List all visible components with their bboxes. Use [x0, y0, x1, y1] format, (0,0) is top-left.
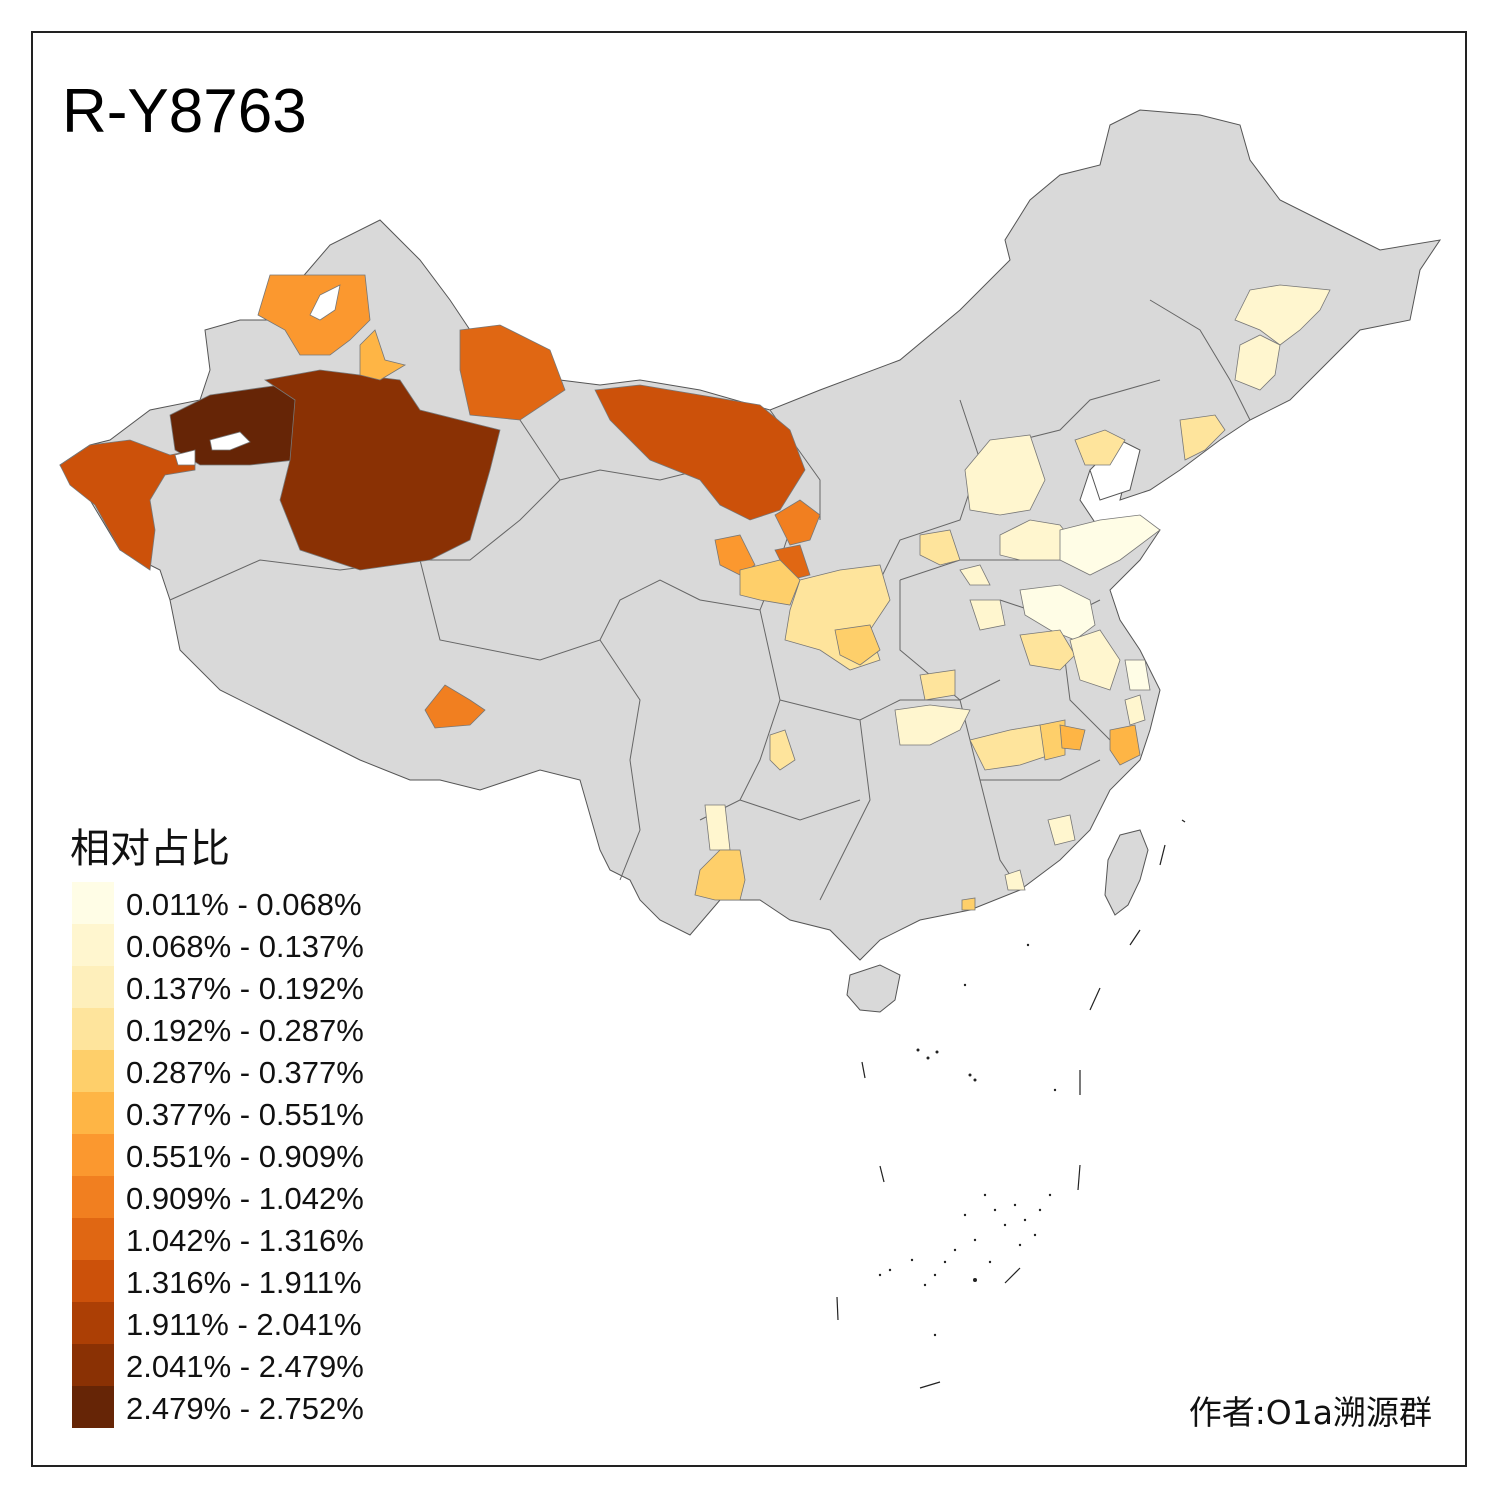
legend-swatch [72, 1134, 114, 1176]
author-credit: 作者:O1a溯源群 [1188, 1393, 1432, 1432]
legend-label: 0.068% - 0.137% [126, 929, 364, 964]
legend-swatch [72, 1050, 114, 1092]
region-shaanxi-s [834, 624, 881, 666]
region-jilin [1234, 284, 1331, 346]
region-guangdong [1004, 869, 1026, 891]
legend-swatch [72, 1386, 114, 1428]
region-jiangxi-2 [1039, 719, 1066, 761]
region-zhejiang-n [1124, 694, 1146, 726]
legend-swatch [72, 924, 114, 966]
legend-swatch [72, 1008, 114, 1050]
legend-label: 1.042% - 1.316% [126, 1223, 364, 1258]
region-liaoning [1179, 414, 1226, 461]
region-jilin-2 [1234, 334, 1281, 391]
south-china-sea [836, 819, 1186, 1389]
legend-swatch [72, 1218, 114, 1260]
region-fujian [1047, 814, 1076, 846]
region-hami [459, 324, 566, 421]
lake-issyk [209, 431, 251, 451]
region-shanxi [964, 434, 1046, 516]
legend-swatch [72, 1092, 114, 1134]
legend-label: 0.551% - 0.909% [126, 1139, 364, 1174]
china-base-map [59, 109, 1442, 1013]
hainan-outline [846, 964, 901, 1013]
legend-label: 1.911% - 2.041% [126, 1307, 362, 1342]
region-zhejiang-w [1059, 724, 1086, 751]
region-guangdong-s [961, 897, 976, 911]
legend-label: 2.479% - 2.752% [126, 1391, 364, 1426]
lake-small [174, 449, 196, 466]
region-shandong [1059, 514, 1161, 576]
region-jiangsu [1019, 584, 1096, 641]
lake-balkhash [309, 284, 341, 321]
legend-label: 0.137% - 0.192% [126, 971, 364, 1006]
legend-label: 0.287% - 0.377% [126, 1055, 364, 1090]
legend-label: 0.011% - 0.068% [126, 887, 362, 922]
legend-swatch [72, 966, 114, 1008]
region-tianjin [1074, 429, 1126, 466]
region-chongqing [769, 729, 796, 771]
region-ningxia [774, 499, 821, 546]
legend-label: 0.909% - 1.042% [126, 1181, 364, 1216]
map-title: R-Y8763 [62, 77, 307, 146]
legend-label: 1.316% - 1.911% [126, 1265, 362, 1300]
region-hubei [894, 704, 971, 746]
legend-label: 0.377% - 0.551% [126, 1097, 364, 1132]
region-anhui-3 [1069, 629, 1121, 691]
lakes [174, 284, 341, 466]
region-zhejiang [1109, 724, 1141, 766]
region-henan-2 [959, 564, 991, 586]
legend-title: 相对占比 [70, 826, 230, 872]
region-tibet [424, 684, 486, 729]
legend-label: 2.041% - 2.479% [126, 1349, 364, 1384]
region-alxa [594, 384, 806, 521]
region-shanghai [1124, 659, 1151, 691]
mainland-outline [59, 109, 1442, 961]
legend-swatch [72, 1302, 114, 1344]
region-gansu [739, 559, 801, 606]
region-anhui [969, 599, 1006, 631]
region-hubei-2 [919, 669, 956, 701]
legend-swatch [72, 1260, 114, 1302]
legend-swatch [72, 1344, 114, 1386]
sea-islets [878, 943, 1057, 1337]
legend-swatch [72, 1176, 114, 1218]
region-ili-2 [359, 329, 407, 381]
region-anhui-2 [1019, 629, 1076, 671]
region-yunnan [694, 849, 746, 901]
region-kashgar [59, 439, 196, 571]
legend-label: 0.192% - 0.287% [126, 1013, 364, 1048]
taiwan-outline [1104, 829, 1149, 916]
legend-swatch [72, 882, 114, 924]
region-henan [919, 529, 961, 566]
